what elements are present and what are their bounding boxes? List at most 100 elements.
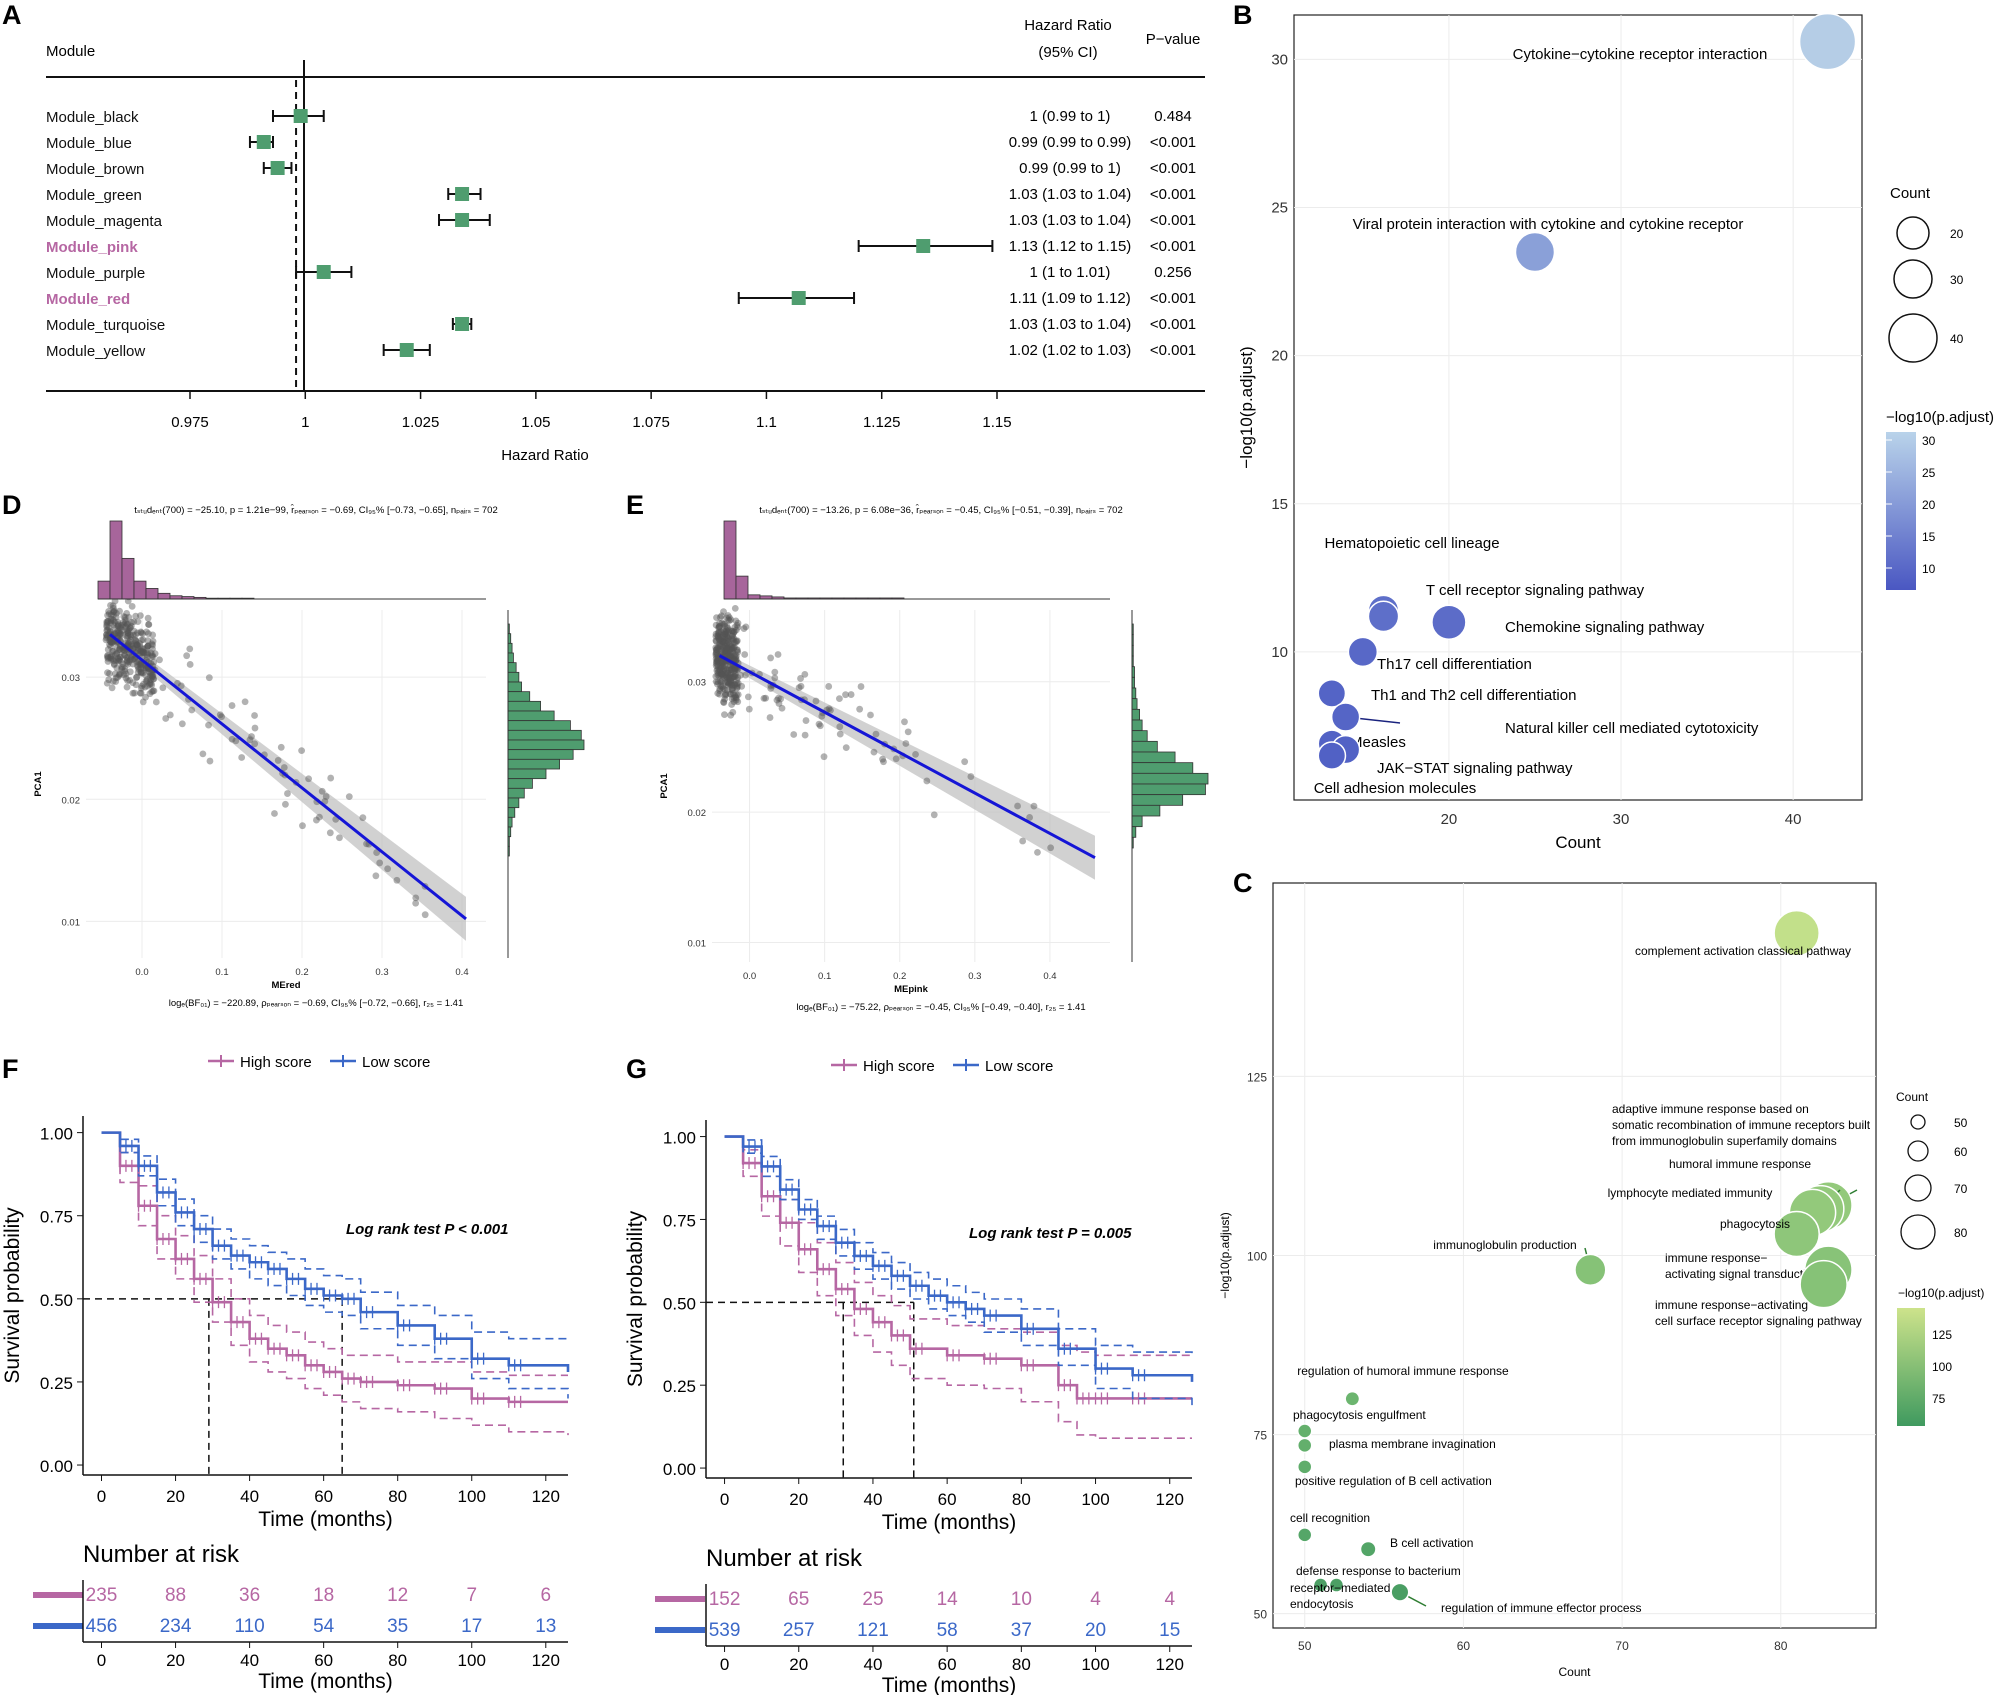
forest-p-text: <0.001	[1150, 238, 1196, 255]
x-axis-label: Count	[1555, 833, 1601, 852]
size-legend-circle	[1896, 216, 1930, 250]
scatter-point	[345, 793, 353, 801]
scatter-point	[123, 633, 131, 640]
scatter-point	[734, 674, 742, 681]
scatter-point	[152, 698, 160, 706]
forest-header-pvalue: P−value	[1146, 31, 1201, 48]
scatter-point	[729, 708, 737, 716]
scatter-point	[112, 629, 120, 637]
scatter-point	[144, 650, 152, 657]
right-histogram-bar	[507, 758, 560, 770]
right-histogram-bar	[1131, 708, 1140, 721]
scatter-point	[715, 635, 723, 643]
scatter-point	[731, 671, 739, 679]
scatter-point	[132, 631, 140, 639]
scatter-point	[139, 648, 147, 656]
y-tick-label: 0.75	[40, 1208, 73, 1227]
logrank-annotation: Log rank test P = 0.005	[969, 1225, 1132, 1242]
scatter-point	[734, 679, 742, 687]
scatter-point	[712, 678, 720, 686]
scatter-point	[727, 690, 735, 698]
x-tick-label: 0.0	[743, 971, 756, 982]
forest-row-label: Module_pink	[46, 239, 138, 256]
scatter-point	[150, 658, 158, 666]
color-legend-title: −log10(p.adjust)	[1898, 1286, 1984, 1300]
scatter-point	[721, 695, 729, 703]
scatter-point	[139, 645, 147, 652]
scatter-point	[724, 669, 732, 677]
scatter-point	[716, 613, 724, 621]
scatter-point	[129, 631, 137, 639]
scatter-point	[114, 627, 122, 635]
kegg-bubble-chart: 20 30 40 10 15 20 25 30 Count −log10(p.adjust) Cyt…	[1237, 12, 1994, 852]
y-tick-label: 125	[1247, 1070, 1267, 1084]
bubble-point	[1330, 702, 1361, 732]
right-histogram-bar	[1131, 740, 1158, 753]
scatter-point	[248, 733, 255, 740]
risk-value: 121	[857, 1620, 889, 1641]
y-tick-label: 0.00	[663, 1460, 696, 1479]
scatter-point	[718, 676, 726, 684]
scatter-point	[146, 690, 154, 698]
scatter-point	[143, 653, 151, 661]
km-ci-upper	[724, 1135, 1192, 1357]
scatter-point	[762, 694, 770, 702]
scatter-point	[730, 645, 737, 652]
y-tick-label: 0.25	[40, 1374, 73, 1393]
scatter-point	[727, 677, 735, 685]
scatter-point	[723, 666, 731, 673]
size-legend-circle	[1907, 1140, 1929, 1162]
scatter-point	[123, 610, 131, 617]
scatter-point	[144, 642, 152, 650]
y-tick-label: 0.02	[62, 795, 81, 806]
top-histogram-bar	[735, 575, 749, 600]
bubble-label: phagocytosis	[1720, 1217, 1790, 1231]
scatter-point	[127, 641, 135, 648]
scatter-point	[712, 659, 720, 667]
right-histogram-bar	[507, 671, 520, 683]
scatter-point	[723, 632, 731, 640]
scatter-point	[778, 704, 786, 712]
bubble-point	[1328, 1577, 1345, 1593]
y-axis-label: −log10(p.adjust)	[1218, 1212, 1232, 1298]
scatter-point	[730, 698, 738, 706]
scatter-point	[104, 658, 112, 665]
scatter-point	[720, 627, 727, 634]
scatter-point	[138, 682, 146, 690]
scatter-point	[142, 671, 149, 679]
risk-value: 257	[783, 1620, 815, 1641]
scatter-point	[719, 685, 727, 693]
scatter-point	[130, 627, 138, 635]
scatter-point	[724, 629, 732, 636]
risk-row-swatch	[33, 1592, 83, 1598]
scatter-point	[104, 651, 112, 659]
scatter-point	[104, 626, 111, 634]
bubble-label: Th1 and Th2 cell differentiation	[1371, 687, 1576, 704]
risk-value: 13	[535, 1616, 556, 1637]
scatter-point	[111, 618, 119, 626]
risk-x-tick-label: 80	[1012, 1655, 1031, 1674]
scatter-point	[724, 612, 732, 619]
forest-hr-text: 1.03 (1.03 to 1.04)	[1009, 212, 1132, 229]
scatter-point	[124, 629, 132, 637]
forest-row-label: Module_purple	[46, 265, 145, 282]
size-legend-label: 60	[1954, 1145, 1968, 1159]
scatter-point	[148, 640, 156, 648]
bubble-label: Measles	[1350, 734, 1406, 751]
scatter-point	[143, 678, 151, 685]
y-axis-label: PCA1	[33, 771, 44, 797]
scatter-point	[107, 638, 115, 646]
scatter-point	[812, 697, 820, 705]
scatter-point	[732, 637, 740, 645]
scatter-point	[904, 728, 912, 736]
y-tick-label: 0.50	[40, 1291, 73, 1310]
scatter-point	[733, 637, 741, 645]
y-tick-label: 30	[1271, 51, 1288, 68]
scatter-point	[143, 628, 150, 636]
scatter-point	[118, 665, 126, 673]
scatter-point	[716, 647, 723, 655]
scatter-point	[722, 673, 730, 680]
scatter-point	[149, 651, 156, 659]
scatter-point	[103, 631, 111, 639]
panel-letter-b: B	[1233, 0, 1253, 30]
